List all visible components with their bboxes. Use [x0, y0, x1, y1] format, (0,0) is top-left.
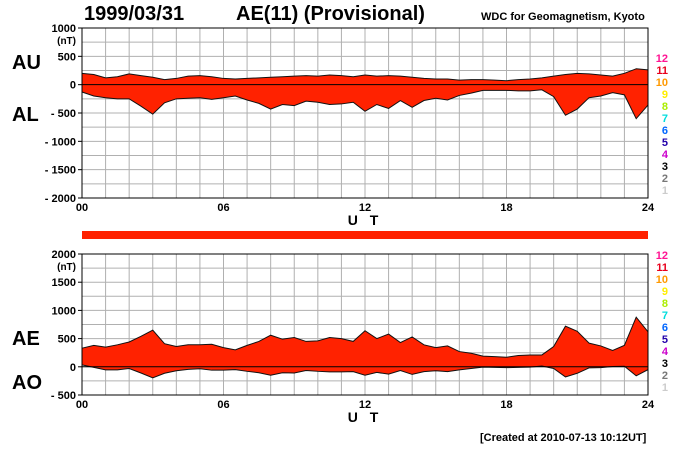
- y-tick-label: 1000: [52, 305, 76, 317]
- station-legend-3: 3: [662, 358, 668, 370]
- x-tick-label: 18: [500, 202, 512, 214]
- station-legend-1: 1: [662, 382, 668, 394]
- station-legend-4: 4: [662, 149, 669, 161]
- station-legend-6: 6: [662, 125, 668, 137]
- coverage-bar: [82, 231, 648, 239]
- station-legend-3: 3: [662, 161, 668, 173]
- chart-title: AE(11) (Provisional): [236, 3, 425, 25]
- x-tick-label: 00: [76, 202, 88, 214]
- y-tick-label: - 1500: [45, 165, 76, 177]
- y-tick-label: - 2000: [45, 193, 76, 205]
- label-au: AU: [12, 52, 41, 74]
- series-line-au: [81, 68, 649, 82]
- series-line-ae: [81, 316, 649, 358]
- y-tick-label: 500: [58, 51, 76, 63]
- station-legend-8: 8: [662, 298, 668, 310]
- x-tick-label: 12: [359, 202, 371, 214]
- station-legend-10: 10: [656, 77, 668, 89]
- station-legend-7: 7: [662, 310, 668, 322]
- y-tick-label: 0: [70, 362, 76, 374]
- y-tick-label: 500: [58, 334, 76, 346]
- x-axis-label: U T: [348, 409, 383, 425]
- x-tick-label: 06: [217, 202, 229, 214]
- band-ae-ao: [82, 317, 648, 378]
- chart-date: 1999/03/31: [84, 3, 185, 25]
- label-al: AL: [12, 104, 39, 126]
- y-unit: (nT): [57, 36, 76, 47]
- data-source: WDC for Geomagnetism, Kyoto: [481, 11, 645, 23]
- series-line-al: [81, 89, 649, 120]
- station-legend-11: 11: [656, 262, 668, 274]
- x-tick-label: 06: [217, 399, 229, 411]
- station-legend-8: 8: [662, 101, 668, 113]
- y-tick-label: 2000: [52, 249, 76, 261]
- station-legend-9: 9: [662, 286, 668, 298]
- station-legend-5: 5: [662, 334, 668, 346]
- station-legend-11: 11: [656, 65, 668, 77]
- station-legend-7: 7: [662, 113, 668, 125]
- plot-frame: [81, 253, 649, 396]
- station-legend-9: 9: [662, 89, 668, 101]
- station-legend-2: 2: [662, 370, 668, 382]
- station-legend-5: 5: [662, 137, 668, 149]
- station-legend-4: 4: [662, 346, 669, 358]
- y-unit: (nT): [57, 262, 76, 273]
- x-axis-label: U T: [348, 212, 383, 228]
- x-tick-label: 18: [500, 399, 512, 411]
- y-tick-label: - 500: [51, 390, 76, 402]
- y-tick-label: 1000: [52, 23, 76, 35]
- y-tick-label: 0: [70, 80, 76, 92]
- y-tick-label: - 500: [51, 108, 76, 120]
- series-line-ao: [81, 364, 649, 379]
- x-tick-label: 00: [76, 399, 88, 411]
- label-ae: AE: [12, 328, 40, 350]
- x-tick-label: 24: [642, 202, 655, 214]
- station-legend-1: 1: [662, 185, 668, 197]
- station-legend-10: 10: [656, 274, 668, 286]
- y-tick-label: 1500: [52, 277, 76, 289]
- station-legend-6: 6: [662, 322, 668, 334]
- y-tick-label: - 1000: [45, 136, 76, 148]
- x-tick-label: 12: [359, 399, 371, 411]
- station-legend-2: 2: [662, 173, 668, 185]
- label-ao: AO: [12, 372, 42, 394]
- band-au-al: [82, 68, 648, 119]
- x-tick-label: 24: [642, 399, 655, 411]
- created-timestamp: [Created at 2010-07-13 10:12UT]: [480, 432, 647, 444]
- station-legend-12: 12: [656, 53, 668, 65]
- station-legend-12: 12: [656, 250, 668, 262]
